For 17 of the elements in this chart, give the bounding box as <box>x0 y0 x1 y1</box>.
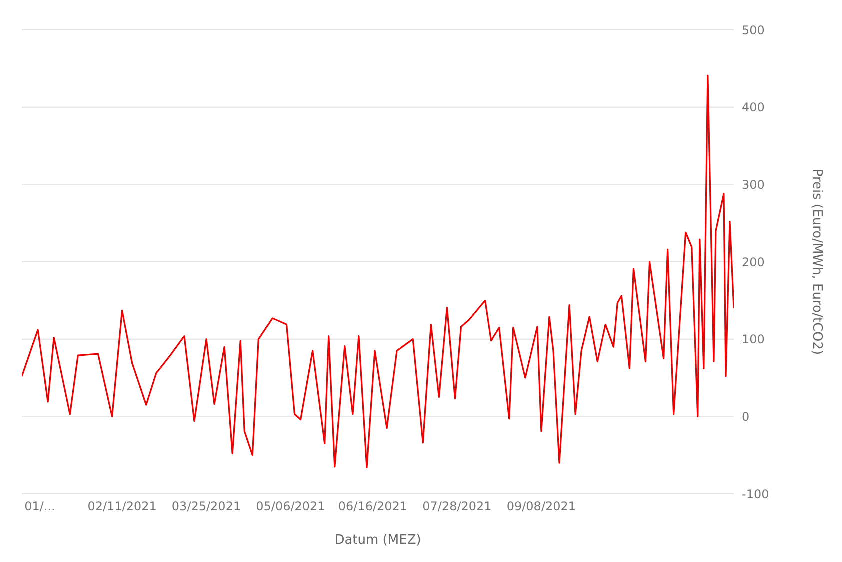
line-series <box>22 74 734 469</box>
y-tick-label: 400 <box>742 100 765 115</box>
x-tick-label: 09/08/2021 <box>506 500 576 514</box>
y-tick-label: 500 <box>742 23 765 38</box>
x-tick-label: 03/25/2021 <box>172 500 242 514</box>
y-tick-label: 100 <box>742 332 765 347</box>
y-tick-label: 200 <box>742 255 765 270</box>
x-tick-label: 05/06/2021 <box>256 500 326 514</box>
y-tick-label: 0 <box>742 410 750 424</box>
x-axis-title: Datum (MEZ) <box>334 533 422 548</box>
x-tick-label: 02/11/2021 <box>88 500 157 514</box>
y-axis-title: Preis (Euro/MWh, Euro/tCO2) <box>809 168 824 356</box>
y-tick-label: -100 <box>742 487 770 502</box>
y-tick-label: 300 <box>742 178 765 192</box>
x-tick-label: 06/16/2021 <box>338 500 408 514</box>
x-tick-label: 07/28/2021 <box>422 500 492 514</box>
x-tick-label: 01/... <box>24 500 56 514</box>
